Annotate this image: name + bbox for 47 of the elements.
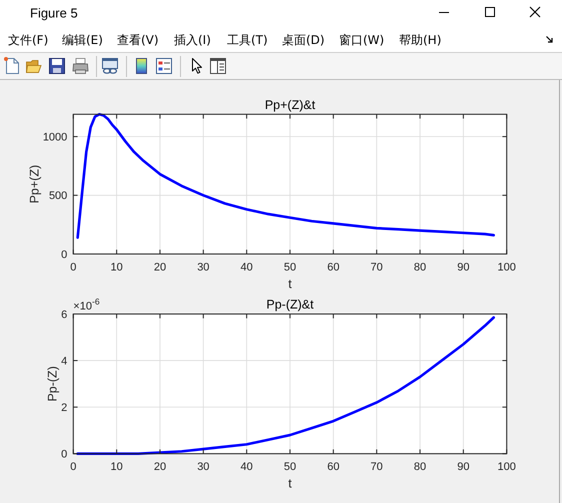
y-tick-label: 2 bbox=[61, 402, 68, 414]
x-axis-title: t bbox=[288, 277, 292, 291]
x-tick-label: 90 bbox=[457, 262, 470, 274]
x-tick-label: 100 bbox=[498, 262, 516, 274]
chart-title: Pp+(Z)&t bbox=[264, 98, 316, 112]
x-tick-label: 100 bbox=[498, 461, 516, 474]
x-tick-label: 40 bbox=[240, 461, 253, 474]
x-tick-label: 0 bbox=[70, 262, 76, 274]
text: 插入(I) bbox=[174, 33, 211, 47]
text: 帮助(H) bbox=[399, 33, 442, 47]
x-tick-label: 0 bbox=[70, 461, 76, 474]
text: 工具(T) bbox=[227, 33, 268, 47]
y-tick-label: 1000 bbox=[42, 131, 68, 144]
x-tick-label: 10 bbox=[110, 461, 123, 474]
x-tick-label: 30 bbox=[197, 461, 210, 474]
x-tick-label: 60 bbox=[327, 262, 340, 274]
x-tick-label: 70 bbox=[370, 262, 383, 274]
text: ×10$^{-6}$ bbox=[73, 296, 100, 312]
y-tick-label: 6 bbox=[61, 308, 68, 321]
text: 编辑(E) bbox=[62, 33, 103, 47]
x-tick-label: 60 bbox=[327, 461, 340, 474]
text: 窗口(W) bbox=[339, 33, 384, 47]
x-tick-label: 70 bbox=[370, 461, 383, 474]
chart-title: Pp-(Z)&t bbox=[266, 298, 314, 312]
x-tick-label: 20 bbox=[154, 262, 166, 274]
x-tick-label: 50 bbox=[284, 461, 296, 474]
y-tick-label: 0 bbox=[61, 248, 68, 261]
y-tick-label: 0 bbox=[61, 448, 68, 461]
line-series bbox=[76, 316, 495, 455]
text: 文件(F) bbox=[8, 33, 48, 47]
x-tick-label: 80 bbox=[414, 262, 426, 274]
y-tick-label: 500 bbox=[48, 190, 68, 202]
x-tick-label: 10 bbox=[110, 262, 123, 274]
y-axis-title: Pp-(Z) bbox=[46, 366, 60, 402]
x-tick-label: 20 bbox=[154, 461, 166, 474]
y-tick-label: 4 bbox=[61, 355, 68, 368]
x-tick-label: 90 bbox=[457, 461, 470, 474]
caption: Figure 5 bbox=[30, 6, 78, 20]
x-axis-title: t bbox=[288, 476, 292, 491]
text: 查看(V) bbox=[117, 33, 159, 47]
x-tick-label: 40 bbox=[240, 262, 253, 274]
x-tick-label: 30 bbox=[197, 262, 210, 274]
x-tick-label: 80 bbox=[414, 461, 426, 474]
text: 桌面(D) bbox=[282, 33, 325, 47]
x-tick-label: 50 bbox=[284, 262, 296, 274]
line-series bbox=[76, 113, 495, 239]
y-axis-title: Pp+(Z) bbox=[27, 164, 42, 204]
